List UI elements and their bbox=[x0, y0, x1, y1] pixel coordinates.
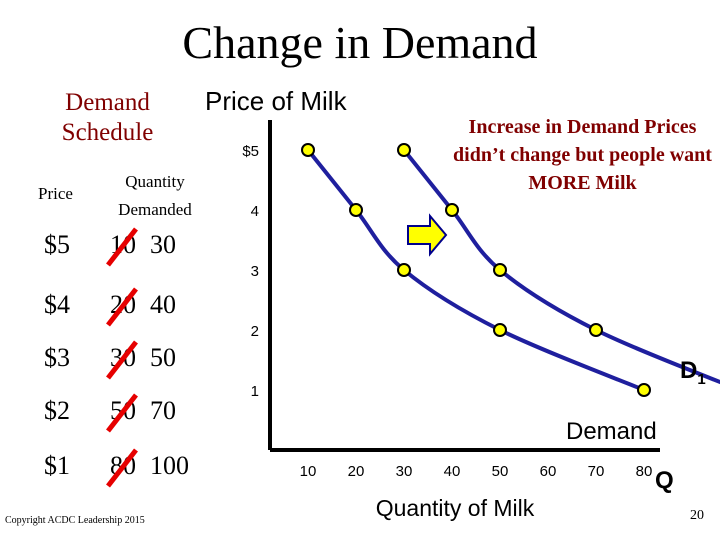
data-point bbox=[589, 323, 603, 337]
x-tick-label: 30 bbox=[396, 463, 413, 480]
demand-curve-d1 bbox=[306, 148, 645, 392]
new-quantity-cell: 70 bbox=[150, 396, 176, 425]
data-point bbox=[637, 383, 651, 397]
y-tick-label: 4 bbox=[251, 203, 259, 220]
schedule-heading: Demand Schedule bbox=[61, 89, 154, 146]
quantity-axis-letter: Q bbox=[655, 467, 674, 494]
new-quantity-cell: 30 bbox=[150, 230, 176, 259]
data-point bbox=[349, 203, 363, 217]
chart-title: Price of Milk bbox=[205, 86, 347, 116]
x-tick-label: 80 bbox=[636, 463, 653, 480]
cross-out-mark bbox=[106, 393, 138, 433]
x-tick-label: 70 bbox=[588, 463, 605, 480]
x-tick-label: 20 bbox=[348, 463, 365, 480]
x-axis-label: Quantity of Milk bbox=[376, 495, 535, 521]
price-cell: $1 bbox=[44, 451, 70, 480]
x-tick-label: 50 bbox=[492, 463, 509, 480]
curve-label: D1 bbox=[680, 357, 706, 388]
new-quantity-cell: 50 bbox=[150, 343, 176, 372]
cross-out-mark bbox=[106, 227, 138, 267]
data-point bbox=[397, 143, 411, 157]
demand-curve-new bbox=[402, 148, 720, 385]
x-tick-label: 60 bbox=[540, 463, 557, 480]
shift-arrow-icon bbox=[407, 213, 448, 257]
demand-label: Demand bbox=[566, 418, 657, 445]
increase-annotation: Increase in Demand Prices didn’t change … bbox=[453, 116, 712, 194]
x-tick-label: 10 bbox=[300, 463, 317, 480]
cross-out-mark bbox=[106, 287, 138, 327]
copyright-text: Copyright ACDC Leadership 2015 bbox=[5, 515, 145, 526]
price-cell: $2 bbox=[44, 396, 70, 425]
data-point bbox=[493, 323, 507, 337]
new-quantity-cell: 40 bbox=[150, 290, 176, 319]
cross-out-mark bbox=[106, 340, 138, 380]
price-column-header: Price bbox=[38, 184, 73, 203]
data-point bbox=[397, 263, 411, 277]
data-point bbox=[301, 143, 315, 157]
price-cell: $5 bbox=[44, 230, 70, 259]
y-tick-label: $5 bbox=[242, 143, 259, 160]
page-number: 20 bbox=[690, 508, 704, 523]
y-tick-label: 1 bbox=[251, 383, 259, 400]
price-cell: $4 bbox=[44, 290, 70, 319]
slide-title: Change in Demand bbox=[182, 17, 538, 68]
x-tick-label: 40 bbox=[444, 463, 461, 480]
y-tick-label: 2 bbox=[251, 323, 259, 340]
data-point bbox=[493, 263, 507, 277]
new-quantity-cell: 100 bbox=[150, 451, 189, 480]
quantity-column-header: Quantity Demanded bbox=[118, 172, 192, 219]
y-tick-label: 3 bbox=[251, 263, 259, 280]
price-cell: $3 bbox=[44, 343, 70, 372]
cross-out-mark bbox=[106, 448, 138, 488]
data-point bbox=[445, 203, 459, 217]
